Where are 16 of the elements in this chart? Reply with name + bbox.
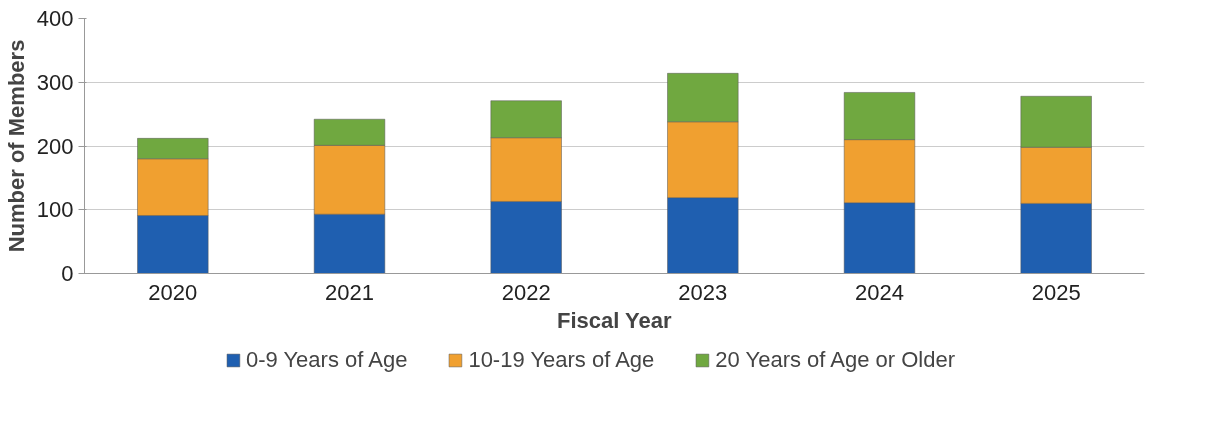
y-tick-label: 0 — [61, 261, 74, 286]
legend-label: 10-19 Years of Age — [468, 347, 655, 373]
legend-label: 0-9 Years of Age — [245, 347, 408, 373]
y-tick-label: 200 — [36, 133, 74, 159]
y-tick-label: 400 — [36, 6, 74, 31]
y-tick-label: 100 — [36, 197, 74, 223]
y-axis-title: Number of Members — [3, 39, 29, 253]
x-tick-label: 2023 — [678, 279, 728, 305]
x-axis-title: Fiscal Year — [557, 307, 673, 333]
x-tick-label: 2025 — [1031, 279, 1081, 305]
legend-label: 20 Years of Age or Older — [715, 347, 956, 373]
x-tick-label: 2024 — [855, 279, 904, 305]
x-tick-label: 2020 — [148, 279, 198, 305]
x-tick-label: 2022 — [501, 279, 551, 305]
x-tick-label: 2021 — [325, 279, 374, 305]
y-tick-label: 300 — [36, 69, 74, 95]
